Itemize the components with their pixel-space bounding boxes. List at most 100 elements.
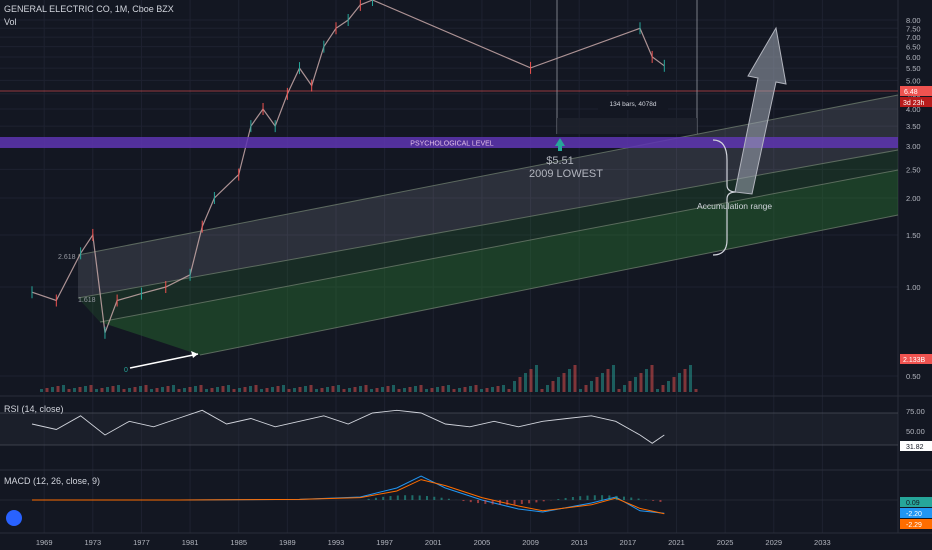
time-tick-label: 1993 [328, 538, 345, 547]
volume-bar [375, 388, 379, 392]
macd-histogram-bar [433, 496, 436, 500]
macd-histogram-bar [615, 495, 618, 500]
countdown-value: 3d 23h [903, 100, 925, 107]
volume-bar [474, 385, 478, 392]
volume-bar [194, 386, 197, 392]
time-tick-label: 2021 [668, 538, 685, 547]
macd-histogram-bar [593, 495, 596, 500]
volume-bar [166, 386, 170, 392]
time-tick-label: 2029 [765, 538, 782, 547]
price-tick-label: 1.00 [906, 283, 921, 292]
volume-bar [106, 387, 109, 392]
time-tick-label: 2009 [522, 538, 539, 547]
macd-histogram-bar [447, 498, 450, 500]
rsi-value: 31.82 [906, 444, 924, 451]
volume-bar [348, 388, 351, 392]
volume-bar [645, 369, 648, 392]
volume-bar [232, 389, 236, 392]
volume-bar [535, 365, 538, 392]
measure-box [557, 118, 697, 134]
macd-histogram-bar [389, 496, 392, 500]
time-tick-label: 2017 [619, 538, 636, 547]
volume-bar [441, 386, 445, 392]
fib-level-0: 0 [124, 367, 128, 374]
macd-histogram-bar [586, 495, 589, 500]
fib-level-1618: 1.618 [78, 297, 96, 304]
volume-bar [419, 385, 423, 392]
volume-bar [634, 377, 637, 392]
macd-histogram-bar [557, 499, 560, 500]
macd-histogram-bar [535, 500, 538, 503]
volume-bar [161, 387, 164, 392]
volume-label: Vol [4, 17, 17, 27]
macd-histogram-bar [513, 500, 516, 505]
volume-bar [128, 388, 131, 392]
macd-histogram-bar [622, 496, 625, 500]
volume-bar [172, 385, 175, 392]
price-tick-label: 8.00 [906, 16, 921, 25]
volume-bar [557, 377, 560, 392]
accumulation-label: Accumulation range [697, 201, 772, 211]
volume-bar [249, 386, 252, 392]
volume-bar [139, 386, 142, 392]
volume-bar [337, 385, 340, 392]
price-tick-label: 5.50 [906, 64, 921, 73]
macd-value-badge [900, 519, 932, 529]
fib-channel-lower-zone [100, 170, 898, 355]
volume-bar [238, 388, 241, 392]
volume-bar [282, 385, 285, 392]
macd-histogram-bar [418, 495, 421, 500]
volume-bar [293, 388, 296, 392]
symbol-title: GENERAL ELECTRIC CO, 1M, Cboe BZX [4, 4, 174, 14]
volume-value: 2.133B [903, 357, 926, 364]
fib-channel-line [99, 169, 899, 323]
rsi-tick-label: 50.00 [906, 427, 925, 436]
price-tick-label: 1.50 [906, 231, 921, 240]
macd-histogram-bar [484, 500, 487, 504]
psychological-level-label: PSYCHOLOGICAL LEVEL [410, 141, 493, 148]
volume-bar [436, 387, 439, 392]
volume-bar [579, 389, 582, 392]
volume-bar [573, 365, 577, 392]
volume-bar [551, 381, 555, 392]
volume-bar [216, 387, 219, 392]
macd-histogram-bar [382, 496, 385, 500]
volume-bar [331, 386, 335, 392]
price-tick-label: 7.00 [906, 33, 921, 42]
time-tick-label: 1969 [36, 538, 53, 547]
macd-histogram-bar [637, 498, 640, 500]
fib-level-2618: 2.618 [58, 254, 76, 261]
macd-histogram-bar [498, 500, 501, 505]
volume-bar [392, 385, 395, 392]
fib-channel-line [199, 214, 899, 356]
macd-histogram-bar [469, 500, 472, 503]
volume-bar [67, 389, 71, 392]
price-tick-label: 5.00 [906, 76, 921, 85]
price-tick-label: 3.00 [906, 142, 921, 151]
rsi-line [31, 409, 665, 444]
volume-bar [359, 386, 362, 392]
volume-bar [364, 385, 368, 392]
volume-bar [650, 365, 654, 392]
volume-badge [900, 354, 932, 364]
last-price-value: 6.48 [904, 89, 918, 96]
volume-bar [326, 387, 329, 392]
time-tick-label: 2013 [571, 538, 588, 547]
volume-bar [546, 385, 549, 392]
volume-bar [304, 386, 307, 392]
time-tick-label: 1985 [230, 538, 247, 547]
volume-bar [507, 389, 511, 392]
measure-label-box [598, 96, 668, 110]
macd-histogram-bar [491, 500, 494, 505]
volume-bar [62, 385, 65, 392]
volume-bar [606, 369, 610, 392]
volume-bar [694, 389, 698, 392]
volume-bar [205, 389, 208, 392]
time-tick-label: 2033 [814, 538, 831, 547]
time-tick-label: 1977 [133, 538, 150, 547]
price-tick-label: 7.50 [906, 24, 921, 33]
volume-bar [447, 385, 450, 392]
macd-histogram-bar [425, 496, 428, 500]
volume-bar [188, 387, 192, 392]
